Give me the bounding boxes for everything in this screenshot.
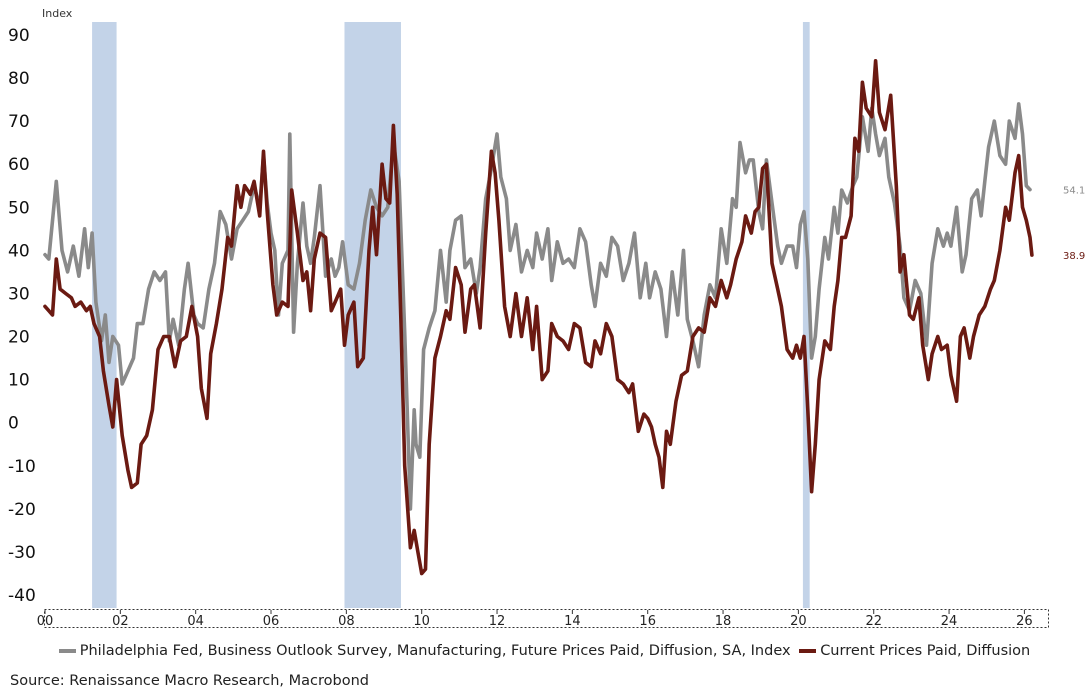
series-lines [43, 59, 1034, 576]
y-tick-label: 80 [8, 69, 30, 89]
recession-bands [92, 22, 810, 608]
x-tick-label: 10 [413, 614, 430, 629]
y-tick-label: 20 [8, 328, 30, 348]
x-axis-ticks: 00 02 04 06 08 10 12 14 16 18 20 22 24 26 [37, 610, 1033, 629]
x-tick-label: 16 [639, 614, 656, 629]
x-tick-label: 08 [338, 614, 355, 629]
legend: Philadelphia Fed, Business Outlook Surve… [0, 641, 1089, 659]
x-tick-label: 24 [941, 614, 958, 629]
x-tick-label: 20 [790, 614, 807, 629]
y-tick-label: 60 [8, 155, 30, 175]
y-tick-label: 50 [8, 198, 30, 218]
legend-item-future-prices[interactable]: Philadelphia Fed, Business Outlook Surve… [58, 643, 791, 659]
y-axis: 90 80 70 60 50 40 30 20 10 0 -10 -20 -30 -40 [8, 26, 36, 606]
y-tick-label: 40 [8, 241, 30, 261]
y-tick-label: 90 [8, 26, 30, 46]
x-axis-box [44, 609, 1049, 628]
x-tick-label: 02 [112, 614, 129, 629]
series-line-future-prices-paid [43, 102, 1032, 511]
x-tick-label: 06 [263, 614, 280, 629]
x-tick-label: 18 [715, 614, 732, 629]
x-tick-label: 12 [489, 614, 506, 629]
x-tick-label: 26 [1016, 614, 1033, 629]
y-tick-label: 70 [8, 112, 30, 132]
line-chart: 90 80 70 60 50 40 30 20 10 0 -10 -20 -30 -40 Index 00… [8, 7, 1085, 629]
x-tick-label: 04 [187, 614, 204, 629]
legend-label-current-prices: Current Prices Paid, Diffusion [820, 643, 1031, 659]
x-tick-label: 22 [865, 614, 882, 629]
end-label-future-prices: 54.1 [1063, 186, 1085, 197]
x-tick-label: 14 [564, 614, 581, 629]
legend-swatch-future-prices [58, 649, 76, 653]
source-note: Source: Renaissance Macro Research, Macr… [10, 673, 370, 689]
y-tick-label: -10 [8, 457, 36, 477]
legend-swatch-current-prices [799, 649, 817, 653]
y-tick-label: 30 [8, 284, 30, 304]
legend-label-future-prices: Philadelphia Fed, Business Outlook Surve… [79, 643, 791, 659]
y-tick-label: -40 [8, 586, 36, 606]
recession-band-3 [802, 22, 810, 608]
y-tick-label: 0 [8, 414, 19, 434]
legend-item-current-prices[interactable]: Current Prices Paid, Diffusion [799, 643, 1030, 659]
y-tick-label: -30 [8, 543, 36, 563]
x-axis: 00 02 04 06 08 10 12 14 16 18 20 22 24 26 [37, 609, 1049, 629]
y-axis-label: Index [42, 7, 73, 20]
x-tick-label: 00 [37, 614, 54, 629]
series-line-current-prices-paid [43, 59, 1034, 576]
y-tick-label: 10 [8, 371, 30, 391]
y-tick-label: -20 [8, 500, 36, 520]
end-label-current-prices: 38.9 [1063, 251, 1085, 262]
series-end-labels: 54.1 38.9 [1063, 186, 1085, 262]
